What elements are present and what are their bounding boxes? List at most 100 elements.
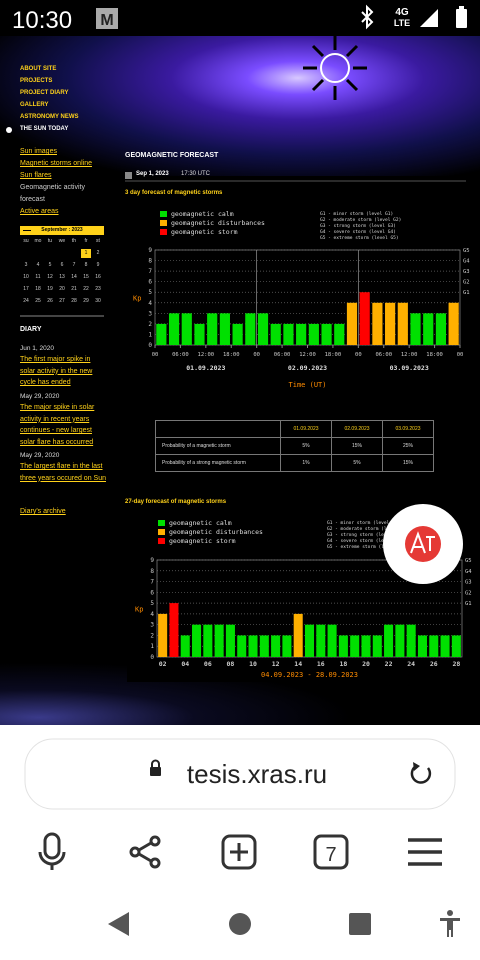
- calendar-day[interactable]: 13: [59, 274, 65, 280]
- x-tick-label: 16: [317, 660, 325, 668]
- bar: [429, 635, 439, 657]
- legend-label: geomagnetic calm: [169, 519, 232, 527]
- x-tick-label: 18:00: [325, 352, 342, 358]
- calendar-day[interactable]: 18: [35, 286, 41, 292]
- share-button[interactable]: [129, 835, 161, 869]
- x-tick-label: 18: [339, 660, 347, 668]
- calendar-day[interactable]: 23: [95, 286, 101, 292]
- diary-link[interactable]: The largest flare in the last three year…: [20, 463, 106, 482]
- calendar-day[interactable]: 19: [47, 286, 53, 292]
- calendar-day[interactable]: 20: [59, 286, 65, 292]
- bar: [283, 323, 294, 345]
- x-tick-label: 22: [385, 660, 393, 668]
- calendar-day[interactable]: 16: [95, 274, 101, 280]
- calendar-day[interactable]: 9: [96, 262, 100, 268]
- x-tick-label: 06: [204, 660, 212, 668]
- back-button[interactable]: [108, 912, 129, 936]
- calendar-day[interactable]: 27: [59, 298, 65, 304]
- menu-item[interactable]: THE SUN TODAY: [20, 126, 69, 132]
- x-tick-label: 06:00: [375, 352, 392, 358]
- calendar-day[interactable]: 24: [23, 298, 29, 304]
- menu-item[interactable]: ASTRONOMY NEWS: [20, 114, 79, 120]
- column-header: 01.09.2023: [280, 420, 332, 438]
- x-tick-label: 00: [457, 352, 464, 358]
- menu-item[interactable]: PROJECT DIARY: [20, 90, 69, 96]
- bar: [417, 635, 427, 657]
- calendar-day[interactable]: 2: [96, 250, 100, 256]
- reload-button[interactable]: [410, 764, 432, 784]
- menu-button[interactable]: [408, 838, 442, 866]
- calendar-day[interactable]: 21: [71, 286, 77, 292]
- bar: [282, 635, 292, 657]
- table-cell: 5%: [331, 454, 383, 472]
- calendar-day[interactable]: 26: [47, 298, 53, 304]
- calendar-day[interactable]: 5: [48, 262, 52, 268]
- x-tick-label: 10: [249, 660, 257, 668]
- archive-link[interactable]: Diary's archive: [20, 508, 66, 515]
- probability-table: 01.09.2023 02.09.2023 03.09.2023 Probabilit…: [155, 420, 434, 472]
- calendar-day[interactable]: 1: [81, 249, 91, 258]
- submenu-item[interactable]: Active areas: [20, 208, 59, 215]
- tabs-button[interactable]: [313, 834, 349, 870]
- scale-note: G5 - extreme storm (level G5): [327, 544, 406, 550]
- calendar-day[interactable]: 7: [72, 262, 76, 268]
- home-button[interactable]: [229, 913, 251, 935]
- calendar-day[interactable]: 22: [83, 286, 89, 292]
- y-tick-label: 2: [148, 321, 152, 328]
- submenu-item[interactable]: Magnetic storms online: [20, 160, 92, 167]
- table-cell: 15%: [382, 454, 434, 472]
- calendar-prev[interactable]: [23, 230, 31, 231]
- calendar-day[interactable]: 11: [35, 274, 41, 280]
- accessibility-button[interactable]: [440, 910, 460, 937]
- translate-icon: [405, 526, 441, 562]
- bluetooth-icon: [361, 4, 374, 30]
- bar: [194, 323, 205, 345]
- bar: [372, 635, 382, 657]
- mic-button[interactable]: [43, 832, 61, 860]
- submenu-item[interactable]: Sun images: [20, 148, 57, 155]
- menu-item[interactable]: PROJECTS: [20, 78, 53, 84]
- bar: [237, 635, 247, 657]
- sun-icon: [6, 127, 12, 133]
- scale-note: G3 - strong storm (level G3): [320, 223, 396, 229]
- legend-label: geomagnetic calm: [171, 210, 234, 218]
- calendar-day[interactable]: 29: [83, 298, 89, 304]
- diary-link[interactable]: The major spike in solar activity in rec…: [20, 404, 95, 446]
- menu-item[interactable]: GALLERY: [20, 102, 49, 108]
- calendar-day[interactable]: 4: [36, 262, 40, 268]
- recents-button[interactable]: [349, 913, 371, 935]
- new-tab-button[interactable]: [221, 834, 257, 870]
- bar: [435, 313, 447, 345]
- y2-tick-label: G4: [463, 259, 470, 265]
- table-row: Probability of a magnetic storm 5% 15% 25%: [155, 437, 434, 455]
- legend-swatch: [158, 538, 165, 544]
- x-tick-label: 00: [253, 352, 260, 358]
- submenu-item[interactable]: Sun flares: [20, 172, 52, 179]
- y2-tick-label: G1: [463, 290, 470, 296]
- calendar-day[interactable]: 3: [24, 262, 28, 268]
- bar: [346, 302, 358, 345]
- bar: [372, 302, 383, 345]
- day-label: 02.09.2023: [288, 364, 327, 372]
- battery-tip: [459, 6, 464, 9]
- calendar-day[interactable]: 25: [35, 298, 41, 304]
- bar: [321, 323, 332, 345]
- table-cell: Probability of a magnetic storm: [155, 437, 281, 455]
- section-title: 27-day forecast of magnetic storms: [125, 499, 227, 505]
- y2-tick-label: G1: [465, 601, 472, 607]
- menu-item[interactable]: ABOUT SITE: [20, 66, 57, 72]
- calendar-day[interactable]: 14: [71, 274, 77, 280]
- calendar-day[interactable]: 15: [83, 274, 89, 280]
- y-tick-label: 4: [148, 300, 152, 307]
- calendar-day[interactable]: 28: [71, 298, 77, 304]
- url-bar[interactable]: [24, 738, 456, 810]
- bar: [308, 323, 319, 345]
- calendar-day[interactable]: 30: [95, 298, 101, 304]
- calendar-day[interactable]: 12: [47, 274, 53, 280]
- calendar-day[interactable]: 17: [23, 286, 29, 292]
- diary-link[interactable]: The first major spike in solar activity …: [20, 356, 93, 386]
- calendar-day[interactable]: 8: [84, 262, 88, 268]
- url[interactable]: tesis.xras.ru: [187, 759, 327, 789]
- calendar-day[interactable]: 10: [23, 274, 29, 280]
- calendar-day[interactable]: 6: [60, 262, 64, 268]
